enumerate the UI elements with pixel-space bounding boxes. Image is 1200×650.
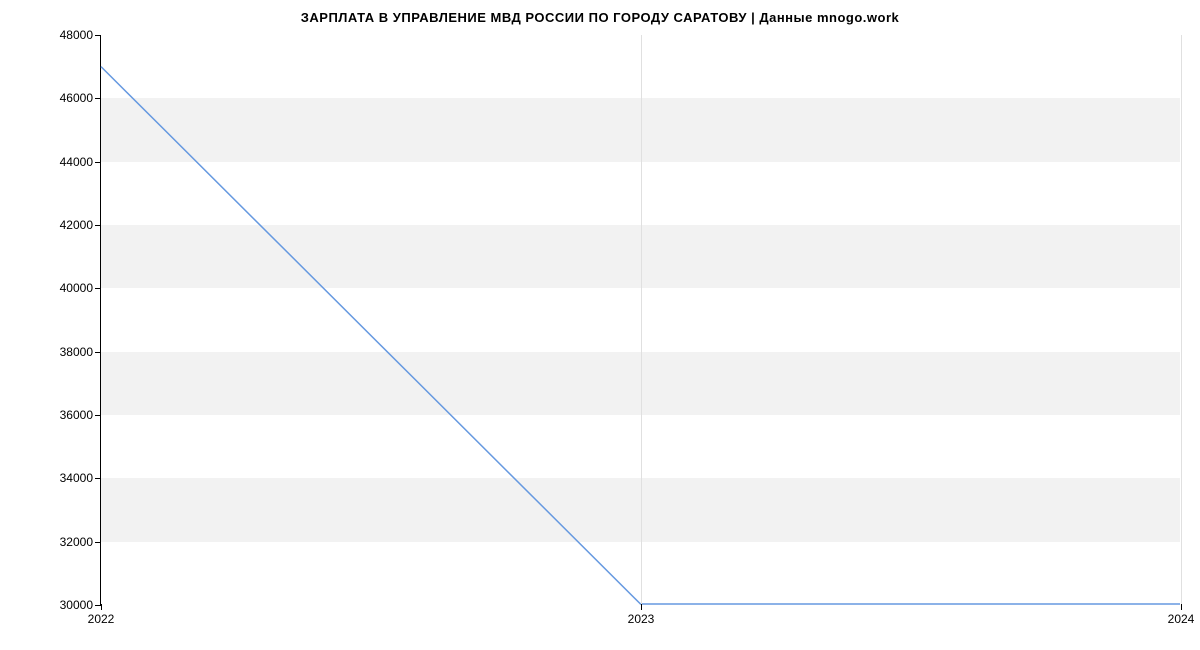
y-tick-label: 32000 [60, 535, 93, 549]
y-tick-mark [95, 288, 101, 289]
y-tick-label: 34000 [60, 471, 93, 485]
y-tick-mark [95, 98, 101, 99]
x-tick-label: 2022 [88, 612, 115, 626]
y-tick-label: 36000 [60, 408, 93, 422]
x-tick-label: 2023 [628, 612, 655, 626]
y-tick-label: 46000 [60, 91, 93, 105]
y-tick-mark [95, 352, 101, 353]
x-tick-mark [641, 604, 642, 610]
y-tick-mark [95, 162, 101, 163]
x-tick-label: 2024 [1168, 612, 1195, 626]
y-tick-label: 38000 [60, 345, 93, 359]
y-tick-mark [95, 542, 101, 543]
y-tick-label: 48000 [60, 28, 93, 42]
y-tick-label: 30000 [60, 598, 93, 612]
x-tick-mark [101, 604, 102, 610]
chart-title: ЗАРПЛАТА В УПРАВЛЕНИЕ МВД РОССИИ ПО ГОРО… [0, 10, 1200, 25]
plot-area: 3000032000340003600038000400004200044000… [100, 35, 1180, 605]
y-tick-label: 42000 [60, 218, 93, 232]
y-tick-label: 44000 [60, 155, 93, 169]
y-tick-label: 40000 [60, 281, 93, 295]
x-tick-mark [1181, 604, 1182, 610]
y-tick-mark [95, 415, 101, 416]
y-tick-mark [95, 35, 101, 36]
x-grid-line [1181, 35, 1182, 604]
y-tick-mark [95, 225, 101, 226]
y-tick-mark [95, 478, 101, 479]
x-grid-line [641, 35, 642, 604]
